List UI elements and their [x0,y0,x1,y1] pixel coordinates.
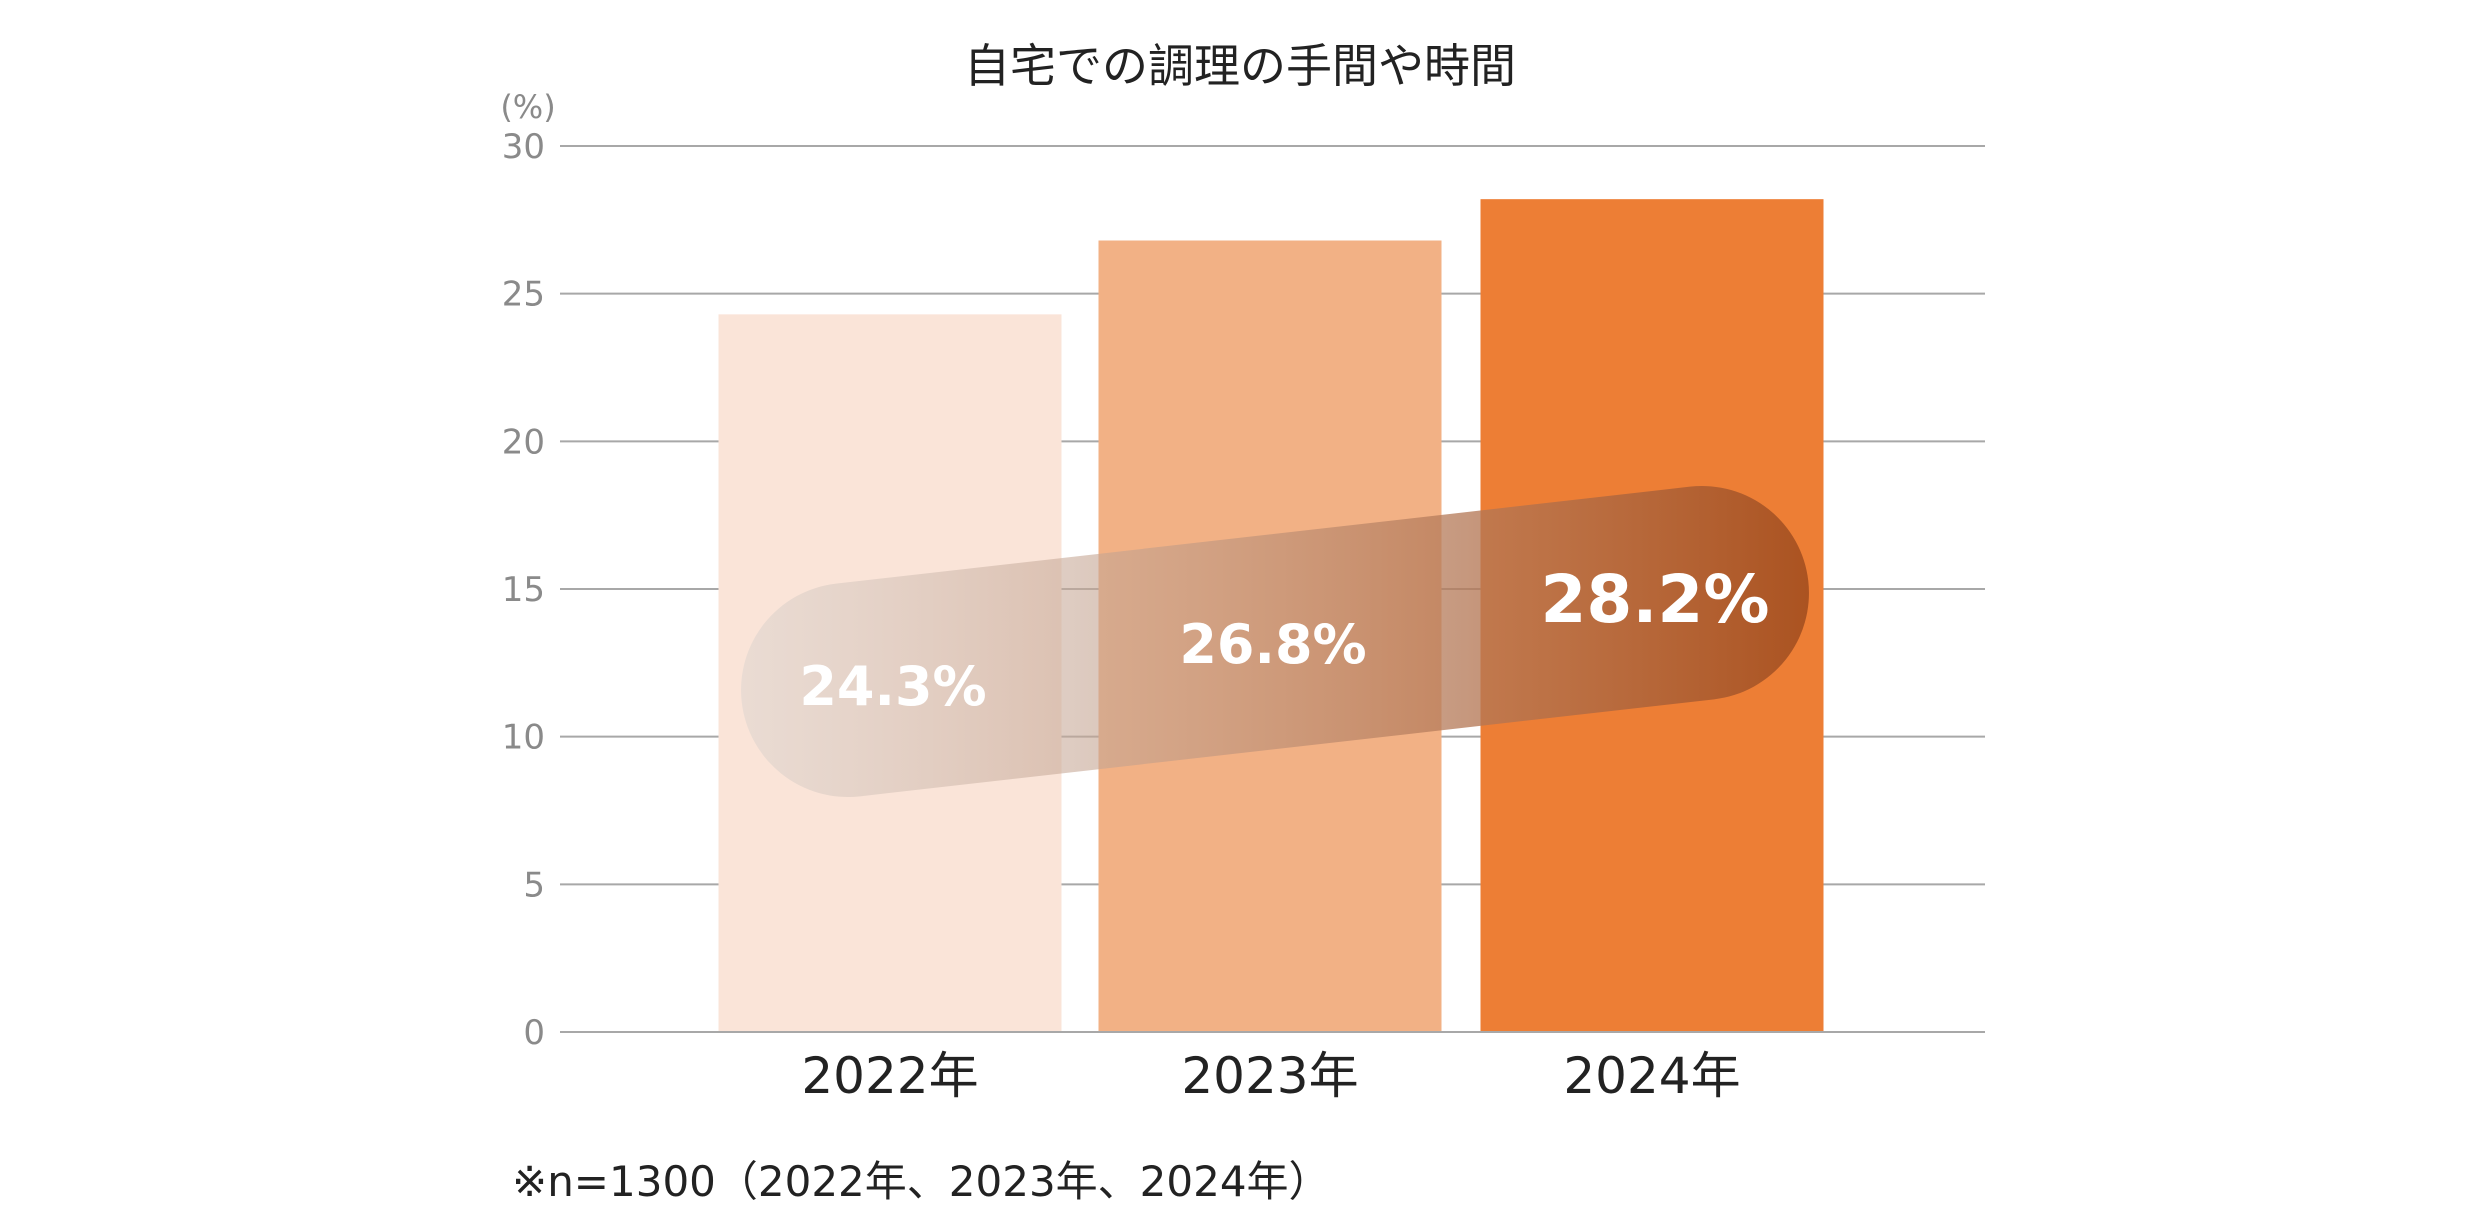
x-tick-label-1: 2022年 [801,1047,978,1105]
y-tick-label-15: 15 [502,570,545,610]
y-tick-label-20: 20 [502,422,545,462]
y-tick-label-5: 5 [523,865,545,905]
x-axis-ticks: 2022年 2023年 2024年 [801,1047,1740,1105]
x-tick-label-3: 2024年 [1563,1047,1740,1105]
y-axis-ticks: 0 5 10 15 20 25 30 [502,127,545,1053]
y-tick-label-30: 30 [502,127,545,167]
x-tick-label-2: 2023年 [1181,1047,1358,1105]
footnote: ※n=1300（2022年、2023年、2024年） [512,1157,1331,1206]
data-label-2: 26.8% [1179,613,1366,676]
data-label-1: 24.3% [799,655,986,718]
trend-band-shape [741,486,1809,797]
y-tick-label-0: 0 [523,1013,545,1053]
y-axis-unit: (%) [500,88,555,126]
y-tick-label-10: 10 [502,718,545,758]
data-label-3: 28.2% [1541,561,1770,638]
y-tick-label-25: 25 [502,275,545,315]
chart-title: 自宅での調理の手間や時間 [964,39,1516,93]
trend-band [741,486,1809,797]
data-labels: 24.3% 26.8% 28.2% [799,561,1769,718]
